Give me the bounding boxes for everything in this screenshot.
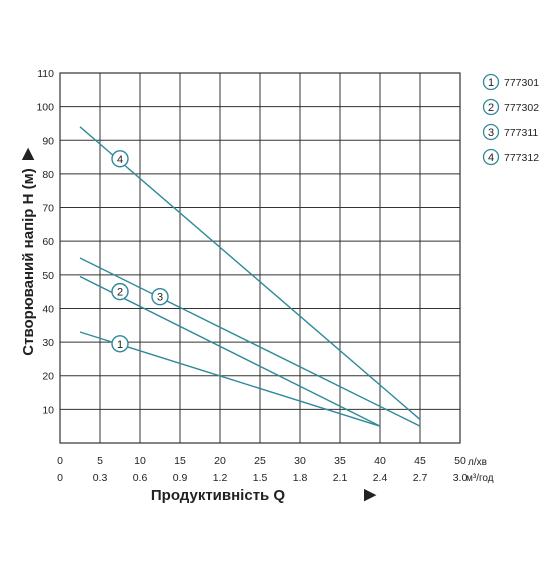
y-tick-label: 110 — [37, 68, 54, 80]
x-tick-label-secondary: 0.9 — [173, 472, 188, 484]
x-tick-label-secondary: 0.3 — [93, 472, 108, 484]
series-marker-label: 4 — [117, 154, 123, 166]
x-tick-label-primary: 35 — [334, 455, 346, 467]
x-tick-label-secondary: 0.6 — [133, 472, 148, 484]
x-axis-title-group: Продуктивність Q ▶ — [151, 486, 377, 504]
legend-marker-label: 2 — [488, 102, 494, 114]
legend: 1 777301 2 777302 3 777311 4 777312 — [482, 73, 539, 166]
legend-marker-label: 3 — [488, 127, 494, 139]
x-tick-label-secondary: 1.8 — [293, 472, 308, 484]
series-markers: 1 2 3 4 — [111, 150, 169, 353]
x-tick-label-secondary: 2.4 — [373, 472, 388, 484]
x-tick-label-primary: 5 — [97, 455, 103, 467]
y-tick-label: 70 — [42, 203, 54, 215]
legend-entry-label: 777301 — [504, 77, 539, 89]
x-tick-label-secondary: 1.2 — [213, 472, 228, 484]
x-tick-label-primary: 30 — [294, 455, 306, 467]
legend-marker — [482, 98, 500, 116]
series-lines — [79, 126, 421, 427]
x-tick-label-primary: 15 — [174, 455, 186, 467]
y-tick-label: 10 — [42, 404, 54, 416]
legend-entry-label: 777312 — [504, 152, 539, 164]
legend-marker-label: 1 — [488, 77, 494, 89]
y-tick-label: 40 — [42, 303, 54, 315]
x-tick-label-primary: 40 — [374, 455, 386, 467]
series-marker-circle — [151, 287, 169, 306]
y-tick-label: 60 — [42, 236, 54, 248]
series-marker-label: 3 — [157, 292, 163, 304]
x-axis-title: Продуктивність Q — [151, 487, 286, 504]
x-tick-label-primary: 20 — [214, 455, 226, 467]
legend-marker — [482, 148, 500, 166]
x-tick-label-primary: 50 — [454, 455, 466, 467]
legend-marker — [482, 123, 500, 141]
series-line-777302 — [79, 275, 381, 427]
x-tick-label-primary: 0 — [57, 455, 63, 467]
series-marker-circle — [111, 150, 129, 168]
y-tick-label: 30 — [42, 337, 54, 349]
series-marker-label: 1 — [117, 339, 123, 351]
y-tick-label: 80 — [42, 169, 54, 181]
x-tick-label-primary: 10 — [134, 455, 146, 467]
y-axis-arrow: ▶ — [19, 147, 36, 161]
x-tick-label-secondary: 1.5 — [253, 472, 268, 484]
legend-marker-label: 4 — [488, 152, 494, 164]
legend-entry-label: 777311 — [504, 127, 538, 139]
y-tick-label: 90 — [42, 135, 54, 147]
plot-frame — [59, 72, 461, 444]
x-unit-primary: л/хв — [468, 457, 487, 468]
x-unit-secondary: м³/год — [466, 473, 494, 484]
series-line-777312 — [79, 126, 421, 420]
x-tick-label-secondary: 0 — [57, 472, 63, 484]
y-tick-label: 50 — [42, 270, 54, 282]
y-axis-title-group: Створюваний напір H (м) ▶ — [19, 147, 37, 356]
series-line-777311 — [79, 257, 421, 427]
x-tick-label-primary: 25 — [254, 455, 266, 467]
series-marker-circle — [111, 282, 129, 301]
y-tick-label: 20 — [42, 371, 54, 383]
grid — [59, 72, 461, 444]
y-axis-title: Створюваний напір H (м) — [20, 168, 37, 355]
series-line-777301 — [79, 331, 381, 427]
x-tick-label-secondary: 3.0 — [453, 472, 468, 484]
x-tick-label-primary: 45 — [414, 455, 426, 467]
legend-entry-label: 777302 — [504, 102, 539, 114]
series-marker-circle — [111, 335, 129, 353]
y-tick-label: 100 — [36, 102, 54, 114]
x-axis-arrow: ▶ — [363, 486, 377, 503]
x-tick-label-secondary: 2.1 — [333, 472, 348, 484]
x-tick-label-secondary: 2.7 — [413, 472, 428, 484]
legend-marker — [482, 73, 500, 91]
series-marker-label: 2 — [117, 287, 123, 299]
